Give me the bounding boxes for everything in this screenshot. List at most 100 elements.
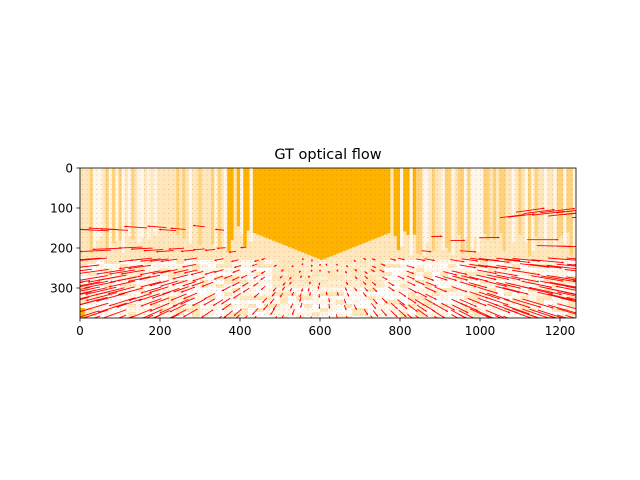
flow-arrow <box>173 286 189 293</box>
flow-dot <box>566 208 568 209</box>
flow-arrow <box>130 257 153 261</box>
flow-dot <box>466 261 467 262</box>
flow-dot <box>278 261 280 262</box>
flow-dot <box>355 203 357 205</box>
flow-dot <box>154 174 155 176</box>
flow-arrowhead <box>373 306 376 309</box>
map-cell <box>424 304 433 309</box>
flow-dot <box>562 184 563 185</box>
map-cell <box>88 268 97 273</box>
flow-dot <box>139 218 141 219</box>
flow-dot <box>456 184 457 185</box>
flow-dot <box>528 280 529 281</box>
flow-dot <box>326 290 328 291</box>
flow-dot <box>370 227 371 229</box>
flow-dot <box>115 184 117 185</box>
flow-dot <box>336 290 337 291</box>
map-cell <box>112 316 121 318</box>
flow-dot <box>235 304 237 305</box>
flow-dot <box>446 184 448 185</box>
flow-dot <box>355 170 357 171</box>
flow-dot <box>245 280 246 281</box>
flow-arrowhead <box>594 267 596 269</box>
flow-dot <box>101 256 102 257</box>
map-cell <box>432 272 441 277</box>
flow-dot <box>298 266 299 267</box>
flow-arrow <box>140 281 162 288</box>
flow-arrowhead <box>372 269 375 272</box>
flow-dot <box>413 290 414 291</box>
map-cell <box>496 280 505 285</box>
flow-arrow <box>204 293 216 300</box>
flow-dot <box>432 194 433 195</box>
flow-dot <box>418 304 419 305</box>
flow-dot <box>360 179 361 181</box>
flow-dot <box>470 208 472 209</box>
flow-dot <box>509 314 510 315</box>
flow-dot <box>398 299 400 301</box>
flow-dot <box>475 246 477 248</box>
map-cell <box>464 316 473 318</box>
flow-dot <box>365 285 366 286</box>
flow-dot <box>158 246 160 248</box>
flow-dot <box>163 179 165 181</box>
flow-dot <box>514 237 515 238</box>
flow-dot <box>192 170 193 171</box>
flow-dot <box>322 170 323 171</box>
map-cell <box>137 168 142 244</box>
flow-dot <box>322 184 323 185</box>
flow-dot <box>504 194 505 195</box>
map-cell <box>476 168 481 252</box>
map-cell <box>544 308 553 313</box>
map-cell <box>424 272 433 277</box>
flow-dot <box>120 213 121 214</box>
flow-dot <box>250 242 251 243</box>
flow-dot <box>514 275 515 277</box>
flow-dot <box>230 189 232 190</box>
flow-dot <box>456 174 457 176</box>
flow-arrow <box>486 292 510 301</box>
flow-dot <box>355 285 357 286</box>
map-cell <box>88 296 97 301</box>
map-cell <box>480 280 489 285</box>
flow-dot <box>427 309 429 310</box>
map-cell <box>192 284 201 289</box>
flow-dot <box>341 251 342 253</box>
flow-dot <box>547 246 549 248</box>
map-cell <box>264 264 273 269</box>
flow-arrowhead <box>254 295 257 298</box>
flow-dot <box>139 304 141 305</box>
flow-dot <box>341 280 342 281</box>
map-cell <box>198 168 202 246</box>
flow-dot <box>350 194 352 195</box>
flow-dot <box>350 174 352 176</box>
flow-dot <box>480 290 481 291</box>
flow-dot <box>350 208 352 209</box>
flow-dot <box>422 270 424 272</box>
flow-dot <box>82 275 83 277</box>
flow-arrowhead <box>373 266 376 268</box>
flow-dot <box>139 280 141 281</box>
flow-dot <box>437 203 438 205</box>
map-cell <box>88 292 97 297</box>
flow-dot <box>163 294 165 296</box>
flow-dot <box>432 304 433 305</box>
flow-dot <box>518 198 520 200</box>
flow-arrow <box>478 291 500 300</box>
map-cell <box>384 288 393 293</box>
flow-arrow <box>425 286 437 293</box>
flow-arrowhead <box>183 315 186 318</box>
flow-arrowhead <box>317 287 320 290</box>
flow-dot <box>144 246 145 248</box>
map-cell <box>136 296 145 301</box>
flow-dot <box>370 203 371 205</box>
flow-arrowhead <box>606 282 608 284</box>
flow-dot <box>264 208 265 209</box>
flow-dot <box>437 299 438 301</box>
flow-dot <box>461 256 462 257</box>
flow-dot <box>274 275 275 277</box>
map-cell <box>435 168 439 248</box>
flow-dot <box>288 261 289 262</box>
flow-dot <box>394 222 395 224</box>
flow-dot <box>557 285 558 286</box>
